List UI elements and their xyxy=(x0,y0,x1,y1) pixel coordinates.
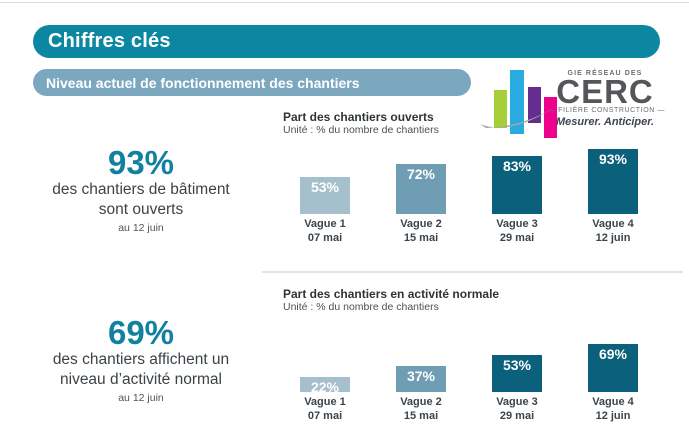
page-title: Chiffres clés xyxy=(48,30,171,52)
category-label: Vague 3 29 mai xyxy=(496,218,538,244)
bar-value-label: 53% xyxy=(310,178,340,195)
bar: 37% xyxy=(396,366,446,392)
bar: 22% xyxy=(300,376,350,395)
bar: 53% xyxy=(300,176,350,214)
logo-subtitle: — FILIÈRE CONSTRUCTION — xyxy=(548,107,666,114)
bar-value-label: 72% xyxy=(406,165,436,182)
bar-group: 53% xyxy=(469,354,565,392)
logo-magenta-bar-icon xyxy=(544,97,557,138)
logo-green-bar-icon xyxy=(494,90,507,128)
logo-purple-bar-icon xyxy=(528,87,541,123)
bar-group: 69% xyxy=(565,343,661,392)
category-label: Vague 1 07 mai xyxy=(304,396,346,422)
bar-value-label: 22% xyxy=(310,378,340,395)
chart1-subtitle: Unité : % du nombre de chantiers xyxy=(283,124,439,136)
stat-value: 93% xyxy=(107,144,175,181)
bar-group: 72% xyxy=(373,163,469,214)
chart2-bars: 22% 37% 53% 69% xyxy=(277,322,661,395)
stat-description-line1: des chantiers de bâtiment xyxy=(52,181,230,198)
bar: 83% xyxy=(492,155,542,214)
category-label: Vague 2 15 mai xyxy=(400,396,442,422)
chart2-subtitle: Unité : % du nombre de chantiers xyxy=(283,301,439,313)
bar-group: 53% xyxy=(277,176,373,214)
category-label: Vague 4 12 juin xyxy=(592,396,634,422)
section-title-band: Niveau actuel de fonctionnement des chan… xyxy=(33,69,471,96)
category-label: Vague 4 12 juin xyxy=(592,218,634,244)
bar: 69% xyxy=(588,343,638,392)
chart2-title: Part des chantiers en activité normale xyxy=(283,287,500,301)
cerc-logo-icon xyxy=(480,66,568,142)
stat-description-line1: des chantiers affichent un xyxy=(52,351,230,368)
section-divider xyxy=(262,271,683,273)
category-label: Vague 1 07 mai xyxy=(304,218,346,244)
stat-value: 69% xyxy=(107,314,175,351)
bar: 93% xyxy=(588,148,638,214)
chart1-title: Part des chantiers ouverts xyxy=(283,110,434,124)
bar: 72% xyxy=(396,163,446,214)
logo-swoosh-icon xyxy=(480,98,568,128)
bar: 53% xyxy=(492,354,542,392)
stat-block-open-sites: 93% des chantiers de bâtiment sont ouver… xyxy=(26,144,256,235)
section-title: Niveau actuel de fonctionnement des chan… xyxy=(46,74,360,91)
logo-cyan-bar-icon xyxy=(510,70,524,134)
stat-block-normal-activity: 69% des chantiers affichent un niveau d’… xyxy=(26,314,256,405)
cerc-logo-text: GIE RÉSEAU DES CERC — FILIÈRE CONSTRUCTI… xyxy=(548,70,666,128)
cerc-logo: GIE RÉSEAU DES CERC — FILIÈRE CONSTRUCTI… xyxy=(480,66,666,142)
stat-description-line2: sont ouverts xyxy=(98,201,184,218)
stat-date: au 12 juin xyxy=(118,392,164,404)
bar-group: 83% xyxy=(469,155,565,214)
bar-value-label: 37% xyxy=(406,368,436,385)
chart1-bars: 53% 72% 83% 93% xyxy=(277,144,661,214)
stat-description-line2: niveau d’activité normal xyxy=(60,371,222,388)
logo-top-text: GIE RÉSEAU DES xyxy=(567,70,643,77)
page-title-band: Chiffres clés xyxy=(33,25,660,58)
bar-value-label: 93% xyxy=(598,150,628,167)
bar-group: 93% xyxy=(565,148,661,214)
bar-value-label: 53% xyxy=(502,356,532,373)
chart2-category-labels: Vague 1 07 mai Vague 2 15 mai Vague 3 29 mai V… xyxy=(277,395,661,423)
category-label: Vague 2 15 mai xyxy=(400,218,442,244)
chart1-category-labels: Vague 1 07 mai Vague 2 15 mai Vague 3 29 mai V… xyxy=(277,217,661,245)
top-border-line xyxy=(0,2,689,3)
logo-name: CERC xyxy=(556,73,654,110)
bar-value-label: 69% xyxy=(598,345,628,362)
bar-group: 37% xyxy=(373,366,469,392)
stat-date: au 12 juin xyxy=(118,222,164,234)
category-label: Vague 3 29 mai xyxy=(496,396,538,422)
bar-group: 22% xyxy=(277,376,373,395)
bar-value-label: 83% xyxy=(502,157,532,174)
logo-tagline: Mesurer. Anticiper. xyxy=(555,116,655,128)
